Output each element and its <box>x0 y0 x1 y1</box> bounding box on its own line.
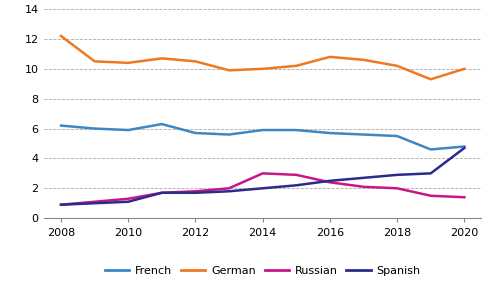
French <box>125 128 131 132</box>
German <box>226 68 232 72</box>
Line: French: French <box>61 124 464 149</box>
German <box>394 64 400 68</box>
German <box>58 34 64 38</box>
Spanish <box>192 191 198 195</box>
French <box>226 133 232 136</box>
Legend: French, German, Russian, Spanish: French, German, Russian, Spanish <box>100 261 425 280</box>
German <box>428 78 434 81</box>
German <box>327 55 333 59</box>
Russian <box>92 200 98 204</box>
French <box>58 124 64 127</box>
Line: Russian: Russian <box>61 173 464 205</box>
French <box>260 128 266 132</box>
Spanish <box>260 186 266 190</box>
Spanish <box>58 203 64 207</box>
Spanish <box>226 189 232 193</box>
Russian <box>428 194 434 198</box>
Russian <box>394 186 400 190</box>
Russian <box>360 185 366 188</box>
French <box>394 134 400 138</box>
Russian <box>462 195 467 199</box>
Spanish <box>159 191 165 195</box>
French <box>428 148 434 151</box>
Russian <box>58 203 64 207</box>
French <box>462 145 467 148</box>
French <box>192 131 198 135</box>
Spanish <box>327 179 333 183</box>
Spanish <box>428 171 434 175</box>
Line: Spanish: Spanish <box>61 148 464 205</box>
Russian <box>260 171 266 175</box>
Russian <box>125 197 131 201</box>
Spanish <box>92 201 98 205</box>
Russian <box>192 189 198 193</box>
Spanish <box>394 173 400 177</box>
Russian <box>159 191 165 195</box>
Russian <box>293 173 299 177</box>
Spanish <box>360 176 366 180</box>
German <box>360 58 366 62</box>
Spanish <box>462 146 467 150</box>
Spanish <box>125 200 131 204</box>
Russian <box>226 186 232 190</box>
German <box>462 67 467 71</box>
French <box>293 128 299 132</box>
Spanish <box>293 184 299 187</box>
French <box>92 127 98 130</box>
German <box>260 67 266 71</box>
German <box>192 59 198 63</box>
German <box>92 59 98 63</box>
Russian <box>327 181 333 184</box>
French <box>360 133 366 136</box>
Line: German: German <box>61 36 464 79</box>
German <box>293 64 299 68</box>
German <box>125 61 131 65</box>
German <box>159 57 165 60</box>
French <box>159 122 165 126</box>
French <box>327 131 333 135</box>
